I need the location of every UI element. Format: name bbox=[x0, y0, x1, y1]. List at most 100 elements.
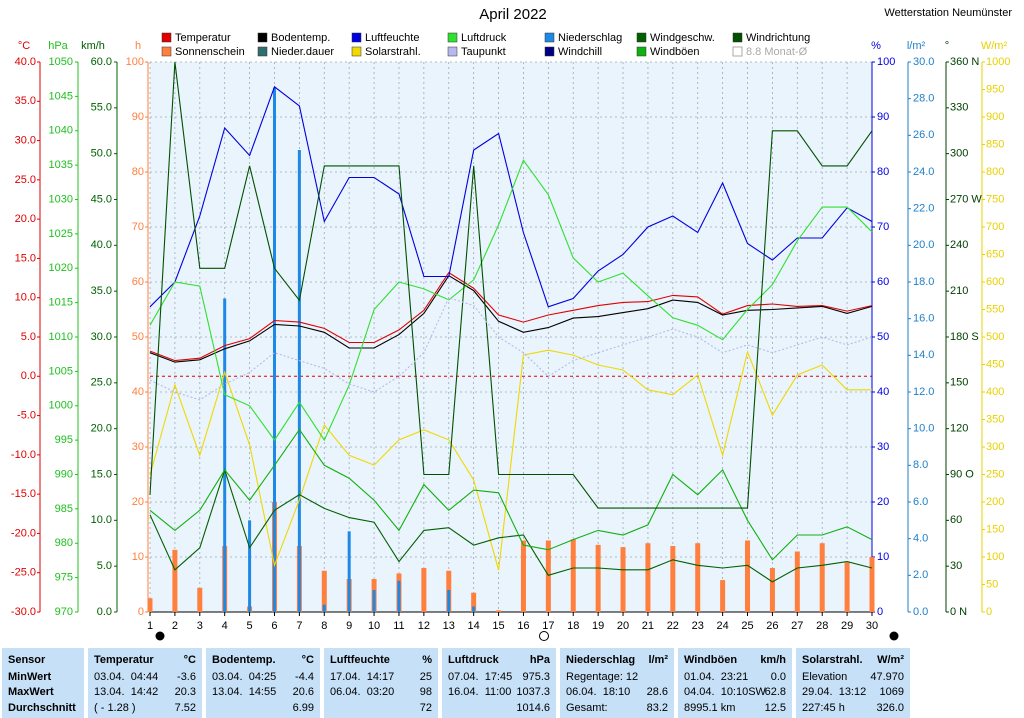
tick-label: 18.0 bbox=[913, 276, 934, 288]
bar bbox=[620, 547, 626, 612]
cell-info: 8995.1 km bbox=[684, 702, 736, 714]
tick-label: 800 bbox=[986, 166, 1004, 178]
x-tick-label: 4 bbox=[222, 620, 228, 632]
tick-label: 0 bbox=[877, 606, 883, 618]
x-tick-label: 19 bbox=[592, 620, 604, 632]
bar bbox=[595, 544, 601, 612]
x-tick-label: 17 bbox=[542, 620, 554, 632]
legend-label: Windböen bbox=[650, 46, 700, 58]
tick-label: -5.0 bbox=[17, 409, 36, 421]
tick-label: 250 bbox=[986, 468, 1004, 480]
tick-label: 20 bbox=[877, 496, 889, 508]
x-tick-label: 23 bbox=[692, 620, 704, 632]
bar bbox=[496, 610, 502, 612]
tick-label: 16.0 bbox=[913, 313, 934, 325]
tick-label: 15.0 bbox=[15, 252, 36, 264]
table-block bbox=[678, 648, 792, 718]
x-tick-label: 9 bbox=[346, 620, 352, 632]
tick-label: 12.0 bbox=[913, 386, 934, 398]
tick-label: 300 bbox=[986, 441, 1004, 453]
legend-label: Nieder.dauer bbox=[271, 46, 334, 58]
bar bbox=[471, 592, 477, 612]
tick-label: 90 bbox=[132, 111, 144, 123]
legend-label: Taupunkt bbox=[461, 46, 506, 58]
tick-label: 0 bbox=[138, 606, 144, 618]
bar bbox=[421, 568, 427, 612]
moon-icon bbox=[889, 631, 899, 641]
tick-label: 180 S bbox=[950, 331, 979, 343]
bar bbox=[819, 543, 825, 612]
cell-info: 16.04. 11:00 bbox=[448, 686, 512, 698]
column-title: Windböen bbox=[684, 654, 738, 666]
tick-label: 210 bbox=[950, 285, 968, 297]
cell-value: 72 bbox=[419, 702, 432, 714]
bar bbox=[695, 543, 701, 612]
tick-label: 50 bbox=[877, 331, 889, 343]
tick-label: 150 bbox=[986, 523, 1004, 535]
tick-label: 550 bbox=[986, 303, 1004, 315]
x-tick-label: 2 bbox=[172, 620, 178, 632]
tick-label: 35.0 bbox=[91, 285, 112, 297]
bar bbox=[794, 551, 800, 612]
x-tick-label: 25 bbox=[741, 620, 753, 632]
bar bbox=[248, 520, 252, 612]
x-tick-label: 20 bbox=[617, 620, 629, 632]
table-header: Sensor bbox=[8, 654, 46, 666]
column-title: Temperatur bbox=[94, 654, 154, 666]
tick-label: 30.0 bbox=[91, 331, 112, 343]
tick-label: 100 bbox=[986, 551, 1004, 563]
bar bbox=[844, 562, 850, 612]
tick-label: 0.0 bbox=[913, 606, 928, 618]
row-label: MaxWert bbox=[8, 686, 54, 698]
series-line bbox=[149, 468, 873, 583]
legend-swatch bbox=[447, 32, 458, 43]
cell-info: 03.04. 04:25 bbox=[212, 671, 277, 683]
x-tick-label: 10 bbox=[368, 620, 380, 632]
bar bbox=[272, 87, 276, 612]
x-tick-label: 14 bbox=[468, 620, 480, 632]
tick-label: 30.0 bbox=[15, 134, 36, 146]
tick-label: -30.0 bbox=[11, 606, 36, 618]
chart-title: April 2022 bbox=[479, 6, 547, 23]
moon-icon bbox=[539, 631, 549, 641]
tick-label: 30 bbox=[950, 560, 962, 572]
axis-unit: l/m² bbox=[907, 40, 926, 52]
tick-label: -20.0 bbox=[11, 527, 36, 539]
legend-swatch bbox=[447, 46, 458, 57]
column-unit: km/h bbox=[760, 654, 786, 666]
legend-swatch bbox=[636, 46, 647, 57]
legend-swatch bbox=[161, 46, 172, 57]
tick-label: 650 bbox=[986, 248, 1004, 260]
tick-label: 20.0 bbox=[15, 213, 36, 225]
tick-label: 50 bbox=[132, 331, 144, 343]
column-unit: l/m² bbox=[648, 654, 668, 666]
tick-label: 100 bbox=[877, 56, 895, 68]
bar bbox=[447, 590, 451, 612]
bar bbox=[520, 540, 526, 612]
cell-info: 17.04. 14:17 bbox=[330, 671, 395, 683]
legend-label: Sonnenschein bbox=[175, 46, 245, 58]
axis-unit: % bbox=[871, 40, 881, 52]
tick-label: 1050 bbox=[49, 56, 73, 68]
tick-label: 1015 bbox=[49, 297, 73, 309]
bar bbox=[297, 150, 301, 612]
cell-info: 13.04. 14:55 bbox=[212, 686, 277, 698]
tick-label: 985 bbox=[55, 503, 73, 515]
tick-label: 750 bbox=[986, 193, 1004, 205]
tick-label: -10.0 bbox=[11, 449, 36, 461]
tick-label: 15.0 bbox=[91, 468, 112, 480]
bar bbox=[147, 598, 153, 612]
tick-label: 60.0 bbox=[91, 56, 112, 68]
bar bbox=[545, 540, 551, 612]
cell-info: 227:45 h bbox=[802, 702, 845, 714]
bar bbox=[197, 587, 203, 612]
cell-value: 20.6 bbox=[292, 686, 314, 698]
table-block bbox=[442, 648, 556, 718]
bar bbox=[223, 298, 227, 612]
bar bbox=[745, 540, 751, 612]
cell-info: ( - 1.28 ) bbox=[94, 702, 136, 714]
legend-swatch bbox=[351, 46, 362, 57]
tick-label: 50 bbox=[986, 578, 998, 590]
bar bbox=[321, 570, 327, 612]
cell-value: 12.5 bbox=[764, 702, 786, 714]
